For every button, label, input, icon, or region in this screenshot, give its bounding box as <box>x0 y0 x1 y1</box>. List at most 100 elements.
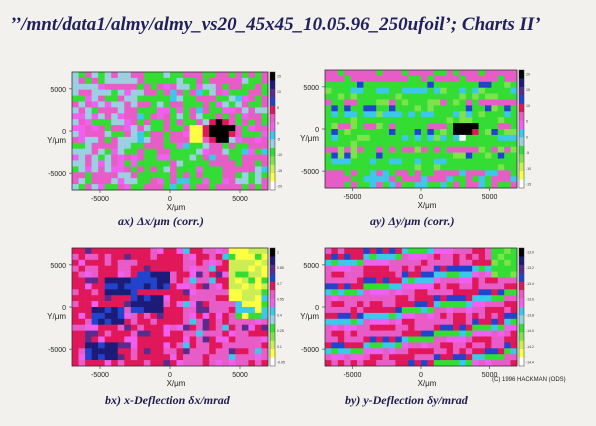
heatmap-cell <box>408 117 415 124</box>
heatmap-cell <box>235 95 243 102</box>
heatmap-cell <box>504 176 511 183</box>
heatmap-cell <box>440 360 447 367</box>
heatmap-cell <box>433 295 441 302</box>
heatmap-cell <box>453 158 460 165</box>
heatmap-cell <box>414 354 422 361</box>
heatmap-cell <box>254 336 262 343</box>
heatmap-cell <box>143 283 151 290</box>
heatmap-cell <box>376 271 383 278</box>
heatmap-cell <box>143 160 151 167</box>
heatmap-cell <box>472 318 479 325</box>
heatmap-cell <box>446 99 454 106</box>
heatmap-cell <box>98 154 105 161</box>
heatmap-cell <box>111 277 119 284</box>
heatmap-cell <box>98 160 105 167</box>
x-axis-label: X/μm <box>167 203 186 212</box>
heatmap-cell <box>491 123 499 130</box>
heatmap-cell <box>459 87 467 94</box>
heatmap-cell <box>150 148 158 155</box>
heatmap-cell <box>117 265 125 272</box>
heatmap-cell <box>222 318 230 325</box>
heatmap-cell <box>344 81 351 88</box>
heatmap-cell <box>241 184 249 191</box>
heatmap-cell <box>421 111 428 118</box>
heatmap-cell <box>170 172 177 179</box>
heatmap-cell <box>395 259 403 266</box>
heatmap-cell <box>248 95 256 102</box>
heatmap-cell <box>344 354 351 361</box>
heatmap-cell <box>357 182 364 189</box>
heatmap-cell <box>72 348 79 355</box>
heatmap-cell <box>91 125 99 132</box>
heatmap-cell <box>91 354 99 361</box>
color-scale-swatch <box>519 315 524 325</box>
heatmap-cell <box>176 318 184 325</box>
heatmap-cell <box>331 140 339 147</box>
heatmap-cell <box>137 360 145 367</box>
heatmap-cell <box>215 330 223 337</box>
heatmap-cell <box>104 289 112 296</box>
color-scale-swatch <box>519 70 524 79</box>
color-scale-label: 0 <box>277 122 279 126</box>
color-scale-label: 10 <box>277 90 281 94</box>
heatmap-cell <box>344 289 351 296</box>
heatmap-cell <box>491 253 499 261</box>
heatmap-cell <box>331 271 339 278</box>
heatmap-cell <box>421 129 428 136</box>
heatmap-cell <box>117 131 125 138</box>
heatmap-cell <box>408 301 415 308</box>
heatmap-cell <box>248 342 256 349</box>
heatmap-cell <box>427 360 435 367</box>
heatmap-cell <box>196 348 203 355</box>
heatmap-cell <box>261 318 269 325</box>
heatmap-cell <box>401 70 409 77</box>
heatmap-cell <box>222 95 230 102</box>
heatmap-cell <box>261 307 269 314</box>
heatmap-cell <box>104 277 112 284</box>
heatmap-cell <box>261 265 269 272</box>
heatmap-cell <box>91 101 99 108</box>
heatmap-cell <box>78 342 86 349</box>
heatmap-cell <box>156 342 164 349</box>
heatmap-cell <box>98 148 105 155</box>
heatmap-cell <box>130 131 138 138</box>
heatmap-cell <box>376 87 383 94</box>
heatmap-cell <box>189 253 197 261</box>
heatmap-cell <box>414 152 422 159</box>
heatmap-cell <box>472 307 479 314</box>
heatmap-cell <box>98 342 105 349</box>
heatmap-cell <box>189 277 197 284</box>
heatmap-cell <box>78 184 86 191</box>
heatmap-cell <box>104 95 112 102</box>
heatmap-cell <box>453 170 460 177</box>
heatmap-cell <box>363 129 371 136</box>
heatmap-cell <box>446 271 454 278</box>
heatmap-cell <box>491 182 499 189</box>
heatmap-cell <box>196 336 203 343</box>
heatmap-cell <box>433 129 441 136</box>
color-scale-swatch <box>270 256 275 266</box>
heatmap-cell <box>85 148 92 155</box>
heatmap-cell <box>202 348 210 355</box>
heatmap-cell <box>215 324 223 331</box>
heatmap-cell <box>369 123 377 130</box>
y-tick-label: -5000 <box>301 169 319 176</box>
heatmap-cell <box>325 289 332 296</box>
heatmap-cell <box>350 271 358 278</box>
heatmap-cell <box>163 148 171 155</box>
heatmap-cell <box>228 101 236 108</box>
color-scale-swatch <box>270 80 275 90</box>
heatmap-cell <box>176 348 184 355</box>
heatmap-cell <box>401 312 409 320</box>
heatmap-cell <box>414 176 422 183</box>
heatmap-cell <box>433 93 441 100</box>
heatmap-cell <box>170 295 177 302</box>
heatmap-cell <box>459 152 467 159</box>
heatmap-cell <box>350 307 358 314</box>
heatmap-cell <box>414 70 422 77</box>
heatmap-cell <box>183 125 190 132</box>
color-scale-swatch <box>270 349 275 358</box>
heatmap-cell <box>196 354 203 361</box>
heatmap-cell <box>427 140 435 147</box>
heatmap-cell <box>357 360 364 367</box>
